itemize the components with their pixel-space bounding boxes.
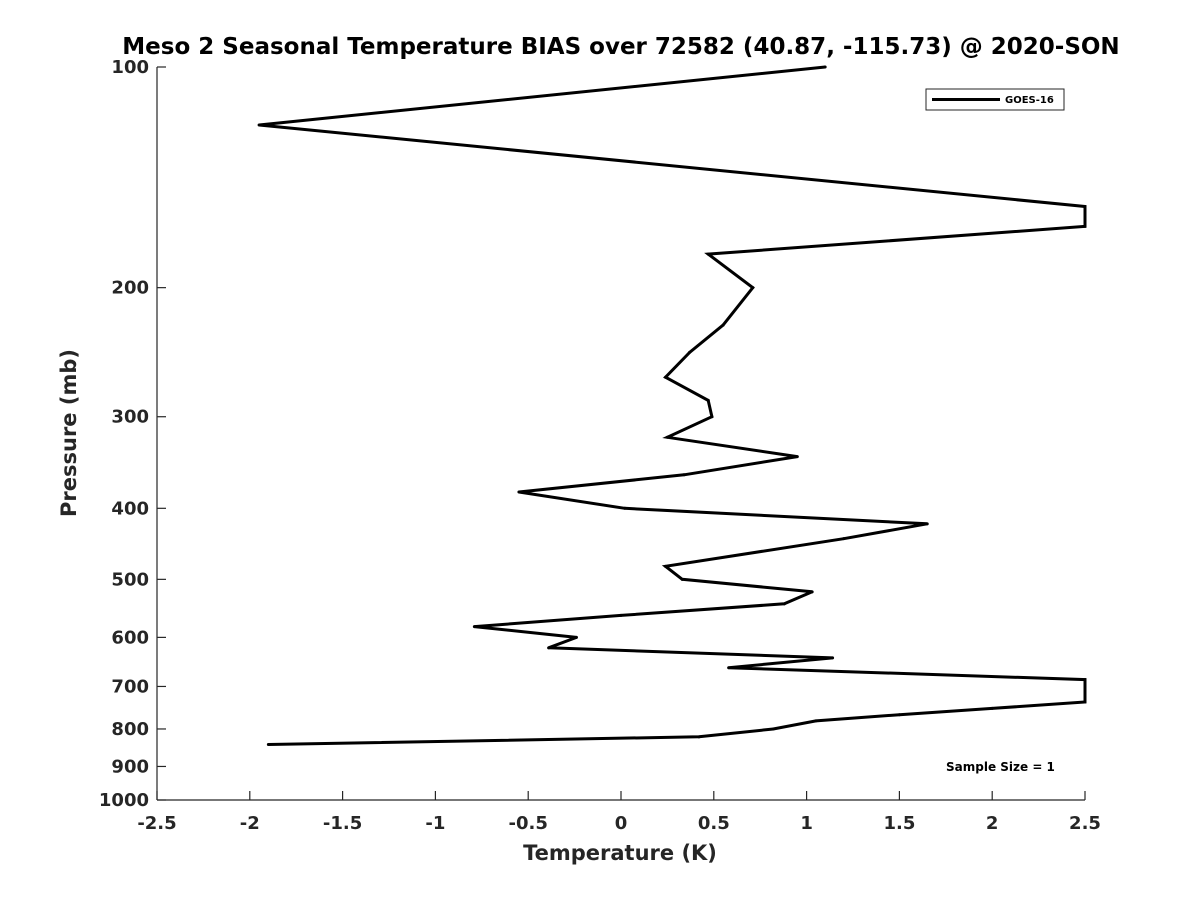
y-tick-label-900: 900 [111, 756, 149, 777]
data-point-35 [266, 742, 270, 746]
y-tick-label-400: 400 [111, 498, 149, 519]
x-tick-label-2: -1.5 [323, 813, 362, 834]
data-point-31 [897, 713, 901, 717]
data-point-21 [782, 602, 786, 606]
x-tick-label-3: -1 [425, 813, 445, 834]
data-point-24 [574, 635, 578, 639]
data-point-11 [665, 435, 669, 439]
x-tick-label-5: 0 [615, 813, 628, 834]
y-tick-label-300: 300 [111, 407, 149, 428]
sample-size-annotation: Sample Size = 1 [946, 760, 1055, 774]
y-tick-label-500: 500 [111, 569, 149, 590]
data-point-10 [710, 415, 714, 419]
data-point-7 [688, 350, 692, 354]
data-point-34 [697, 735, 701, 739]
data-point-14 [517, 490, 521, 494]
x-axis-label: Temperature (K) [523, 841, 717, 865]
x-tick-label-9: 2 [986, 813, 999, 834]
y-tick-label-600: 600 [111, 627, 149, 648]
data-point-29 [1083, 700, 1087, 704]
y-tick-label-700: 700 [111, 676, 149, 697]
y-tick-label-800: 800 [111, 719, 149, 740]
x-tick-label-6: 0.5 [698, 813, 730, 834]
y-tick-label-100: 100 [111, 57, 149, 78]
y-axis-ticks: 100 200 300 400 500 600 700 800 900 1000 [99, 57, 166, 811]
data-point-1 [257, 123, 261, 127]
x-tick-label-0: -2.5 [137, 813, 176, 834]
y-axis-label: Pressure (mb) [57, 349, 81, 517]
data-point-30 [990, 706, 994, 710]
data-point-20 [810, 590, 814, 594]
data-point-19 [680, 577, 684, 581]
data-point-23 [472, 625, 476, 629]
data-point-0 [823, 65, 827, 69]
data-point-17 [842, 537, 846, 541]
legend-entry-goes-16: GOES-16 [1005, 95, 1054, 106]
chart-title: Meso 2 Seasonal Temperature BIAS over 72… [122, 34, 1119, 60]
data-point-26 [831, 656, 835, 660]
data-point-15 [623, 506, 627, 510]
data-point-5 [751, 286, 755, 290]
data-point-2 [1083, 205, 1087, 209]
y-tick-label-200: 200 [111, 278, 149, 299]
data-point-6 [721, 323, 725, 327]
y-tick-label-1000: 1000 [99, 790, 149, 811]
x-tick-label-10: 2.5 [1069, 813, 1101, 834]
data-point-16 [925, 522, 929, 526]
x-tick-label-4: -0.5 [509, 813, 548, 834]
series-points-goes-16 [257, 65, 1087, 746]
data-point-4 [706, 252, 710, 256]
data-point-33 [771, 727, 775, 731]
data-point-22 [619, 613, 623, 617]
x-tick-label-7: 1 [800, 813, 813, 834]
x-tick-label-8: 1.5 [883, 813, 915, 834]
x-tick-label-1: -2 [240, 813, 260, 834]
data-point-27 [727, 666, 731, 670]
data-point-9 [706, 398, 710, 402]
data-point-12 [795, 455, 799, 459]
plot-area [157, 67, 1085, 800]
data-point-32 [814, 719, 818, 723]
data-point-3 [1083, 224, 1087, 228]
legend: GOES-16 [925, 88, 1065, 111]
data-point-25 [547, 646, 551, 650]
series-line-goes-16 [258, 65, 1087, 746]
data-point-8 [664, 375, 668, 379]
data-point-28 [1083, 678, 1087, 682]
data-point-18 [664, 564, 668, 568]
x-axis-ticks: -2.5 -2 -1.5 -1 -0.5 0 0.5 1 1.5 2 2.5 [137, 791, 1101, 834]
data-point-13 [682, 473, 686, 477]
